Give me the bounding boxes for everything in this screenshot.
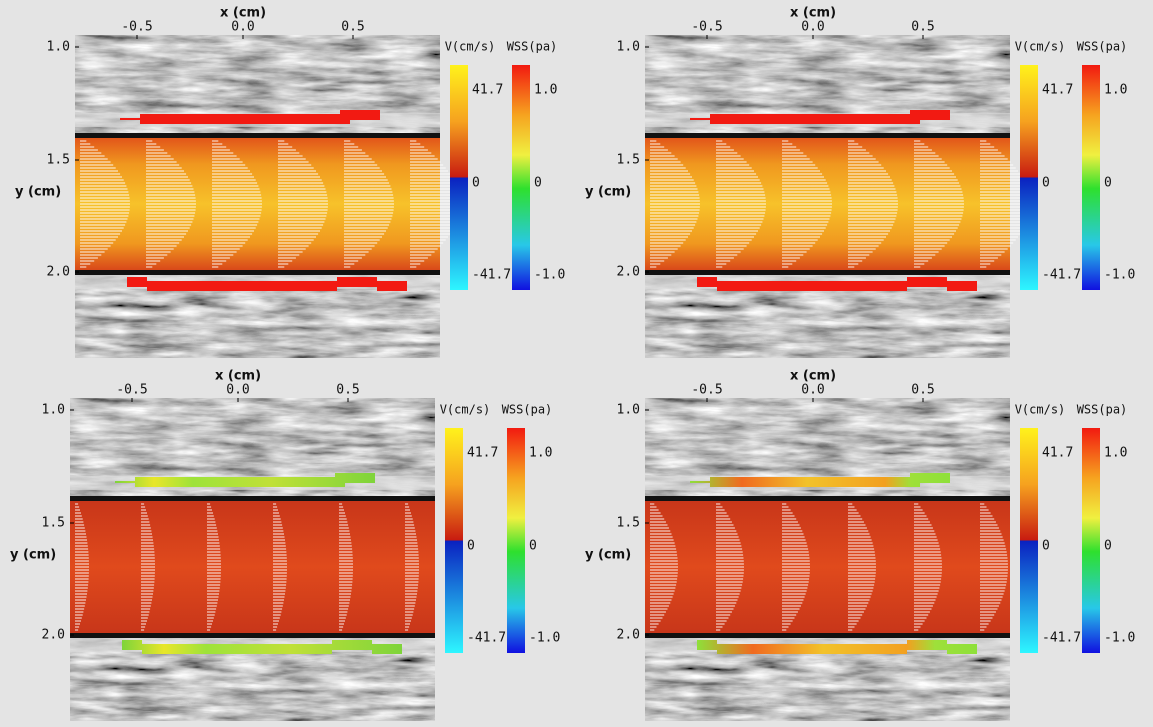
y-tick-label: 1.5 <box>42 516 65 531</box>
colorbar-title: V(cm/s) <box>1015 40 1066 54</box>
colorbar-title: V(cm/s) <box>1015 403 1066 417</box>
colorbar <box>507 428 525 653</box>
colorbar-label: 0 <box>534 176 542 191</box>
colorbar-title: WSS(pa) <box>502 403 553 417</box>
colorbar-label: -41.7 <box>1042 631 1081 646</box>
colorbar <box>1020 428 1038 653</box>
x-tick-label: -0.5 <box>691 20 722 35</box>
colorbar <box>1082 65 1100 290</box>
colorbar-title: V(cm/s) <box>440 403 491 417</box>
colorbar-label: 0 <box>472 176 480 191</box>
y-tick-label: 1.5 <box>617 153 640 168</box>
x-tick-label: 0.0 <box>801 20 824 35</box>
x-tick-label: 0.5 <box>341 20 364 35</box>
colorbar-label: -41.7 <box>1042 268 1081 283</box>
y-axis-label: y (cm) <box>15 185 61 200</box>
y-axis-label: y (cm) <box>10 548 56 563</box>
colorbar-label: -41.7 <box>467 631 506 646</box>
colorbar-label: 0 <box>1104 539 1112 554</box>
colorbar-title: WSS(pa) <box>1077 403 1128 417</box>
colorbar-label: -1.0 <box>1104 631 1135 646</box>
colorbar-label: 0 <box>467 539 475 554</box>
y-tick-label: 1.0 <box>42 403 65 418</box>
colorbar-label: -1.0 <box>1104 268 1135 283</box>
colorbar-label: 1.0 <box>1104 83 1127 98</box>
y-tick-label: 1.0 <box>617 40 640 55</box>
colorbar <box>445 428 463 653</box>
colorbar <box>512 65 530 290</box>
colorbar <box>1020 65 1038 290</box>
colorbar <box>450 65 468 290</box>
x-tick-label: -0.5 <box>116 383 147 398</box>
x-tick-label: 0.5 <box>911 20 934 35</box>
x-tick-label: 0.0 <box>231 20 254 35</box>
colorbar-title: WSS(pa) <box>1077 40 1128 54</box>
panel: x (cm) -0.5 0.0 0.5 1.0 1.5 2.0 y (cm) V(cm/s) 41… <box>10 369 560 722</box>
y-tick-label: 1.5 <box>47 153 70 168</box>
colorbar-label: 0 <box>529 539 537 554</box>
panel: x (cm) -0.5 0.0 0.5 1.0 1.5 2.0 y (cm) V(cm/s) 41… <box>15 6 565 359</box>
x-tick-label: 0.0 <box>226 383 249 398</box>
colorbar-label: -1.0 <box>534 268 565 283</box>
colorbar-label: 41.7 <box>472 83 503 98</box>
panel: x (cm) -0.5 0.0 0.5 1.0 1.5 2.0 y (cm) V(cm/s) 41… <box>585 369 1135 722</box>
colorbar-label: 41.7 <box>1042 83 1073 98</box>
panel: x (cm) -0.5 0.0 0.5 1.0 1.5 2.0 y (cm) V(cm/s) 41… <box>585 6 1135 359</box>
colorbar-title: V(cm/s) <box>445 40 496 54</box>
x-tick-label: -0.5 <box>121 20 152 35</box>
y-tick-label: 2.0 <box>617 628 640 643</box>
colorbar-label: 41.7 <box>1042 446 1073 461</box>
colorbar <box>1082 428 1100 653</box>
x-axis-label: x (cm) <box>790 6 836 21</box>
x-axis-label: x (cm) <box>790 369 836 384</box>
y-tick-label: 2.0 <box>47 265 70 280</box>
vessel-flow <box>70 501 435 633</box>
y-tick-label: 2.0 <box>617 265 640 280</box>
x-tick-label: -0.5 <box>691 383 722 398</box>
x-tick-label: 0.5 <box>336 383 359 398</box>
colorbar-label: 0 <box>1042 539 1050 554</box>
y-axis-label: y (cm) <box>585 548 631 563</box>
y-tick-label: 1.0 <box>47 40 70 55</box>
colorbar-label: -41.7 <box>472 268 511 283</box>
x-axis-label: x (cm) <box>220 6 266 21</box>
figure: x (cm) -0.5 0.0 0.5 1.0 1.5 2.0 y (cm) V(cm/s) 41… <box>0 0 1153 727</box>
y-axis-label: y (cm) <box>585 185 631 200</box>
colorbar-label: -1.0 <box>529 631 560 646</box>
vessel-flow <box>645 501 1010 633</box>
y-tick-label: 2.0 <box>42 628 65 643</box>
colorbar-label: 1.0 <box>534 83 557 98</box>
y-tick-label: 1.5 <box>617 516 640 531</box>
x-axis-label: x (cm) <box>215 369 261 384</box>
colorbar-title: WSS(pa) <box>507 40 558 54</box>
y-tick-label: 1.0 <box>617 403 640 418</box>
colorbar-label: 1.0 <box>529 446 552 461</box>
colorbar-label: 1.0 <box>1104 446 1127 461</box>
colorbar-label: 41.7 <box>467 446 498 461</box>
colorbar-label: 0 <box>1042 176 1050 191</box>
x-tick-label: 0.0 <box>801 383 824 398</box>
colorbar-label: 0 <box>1104 176 1112 191</box>
x-tick-label: 0.5 <box>911 383 934 398</box>
